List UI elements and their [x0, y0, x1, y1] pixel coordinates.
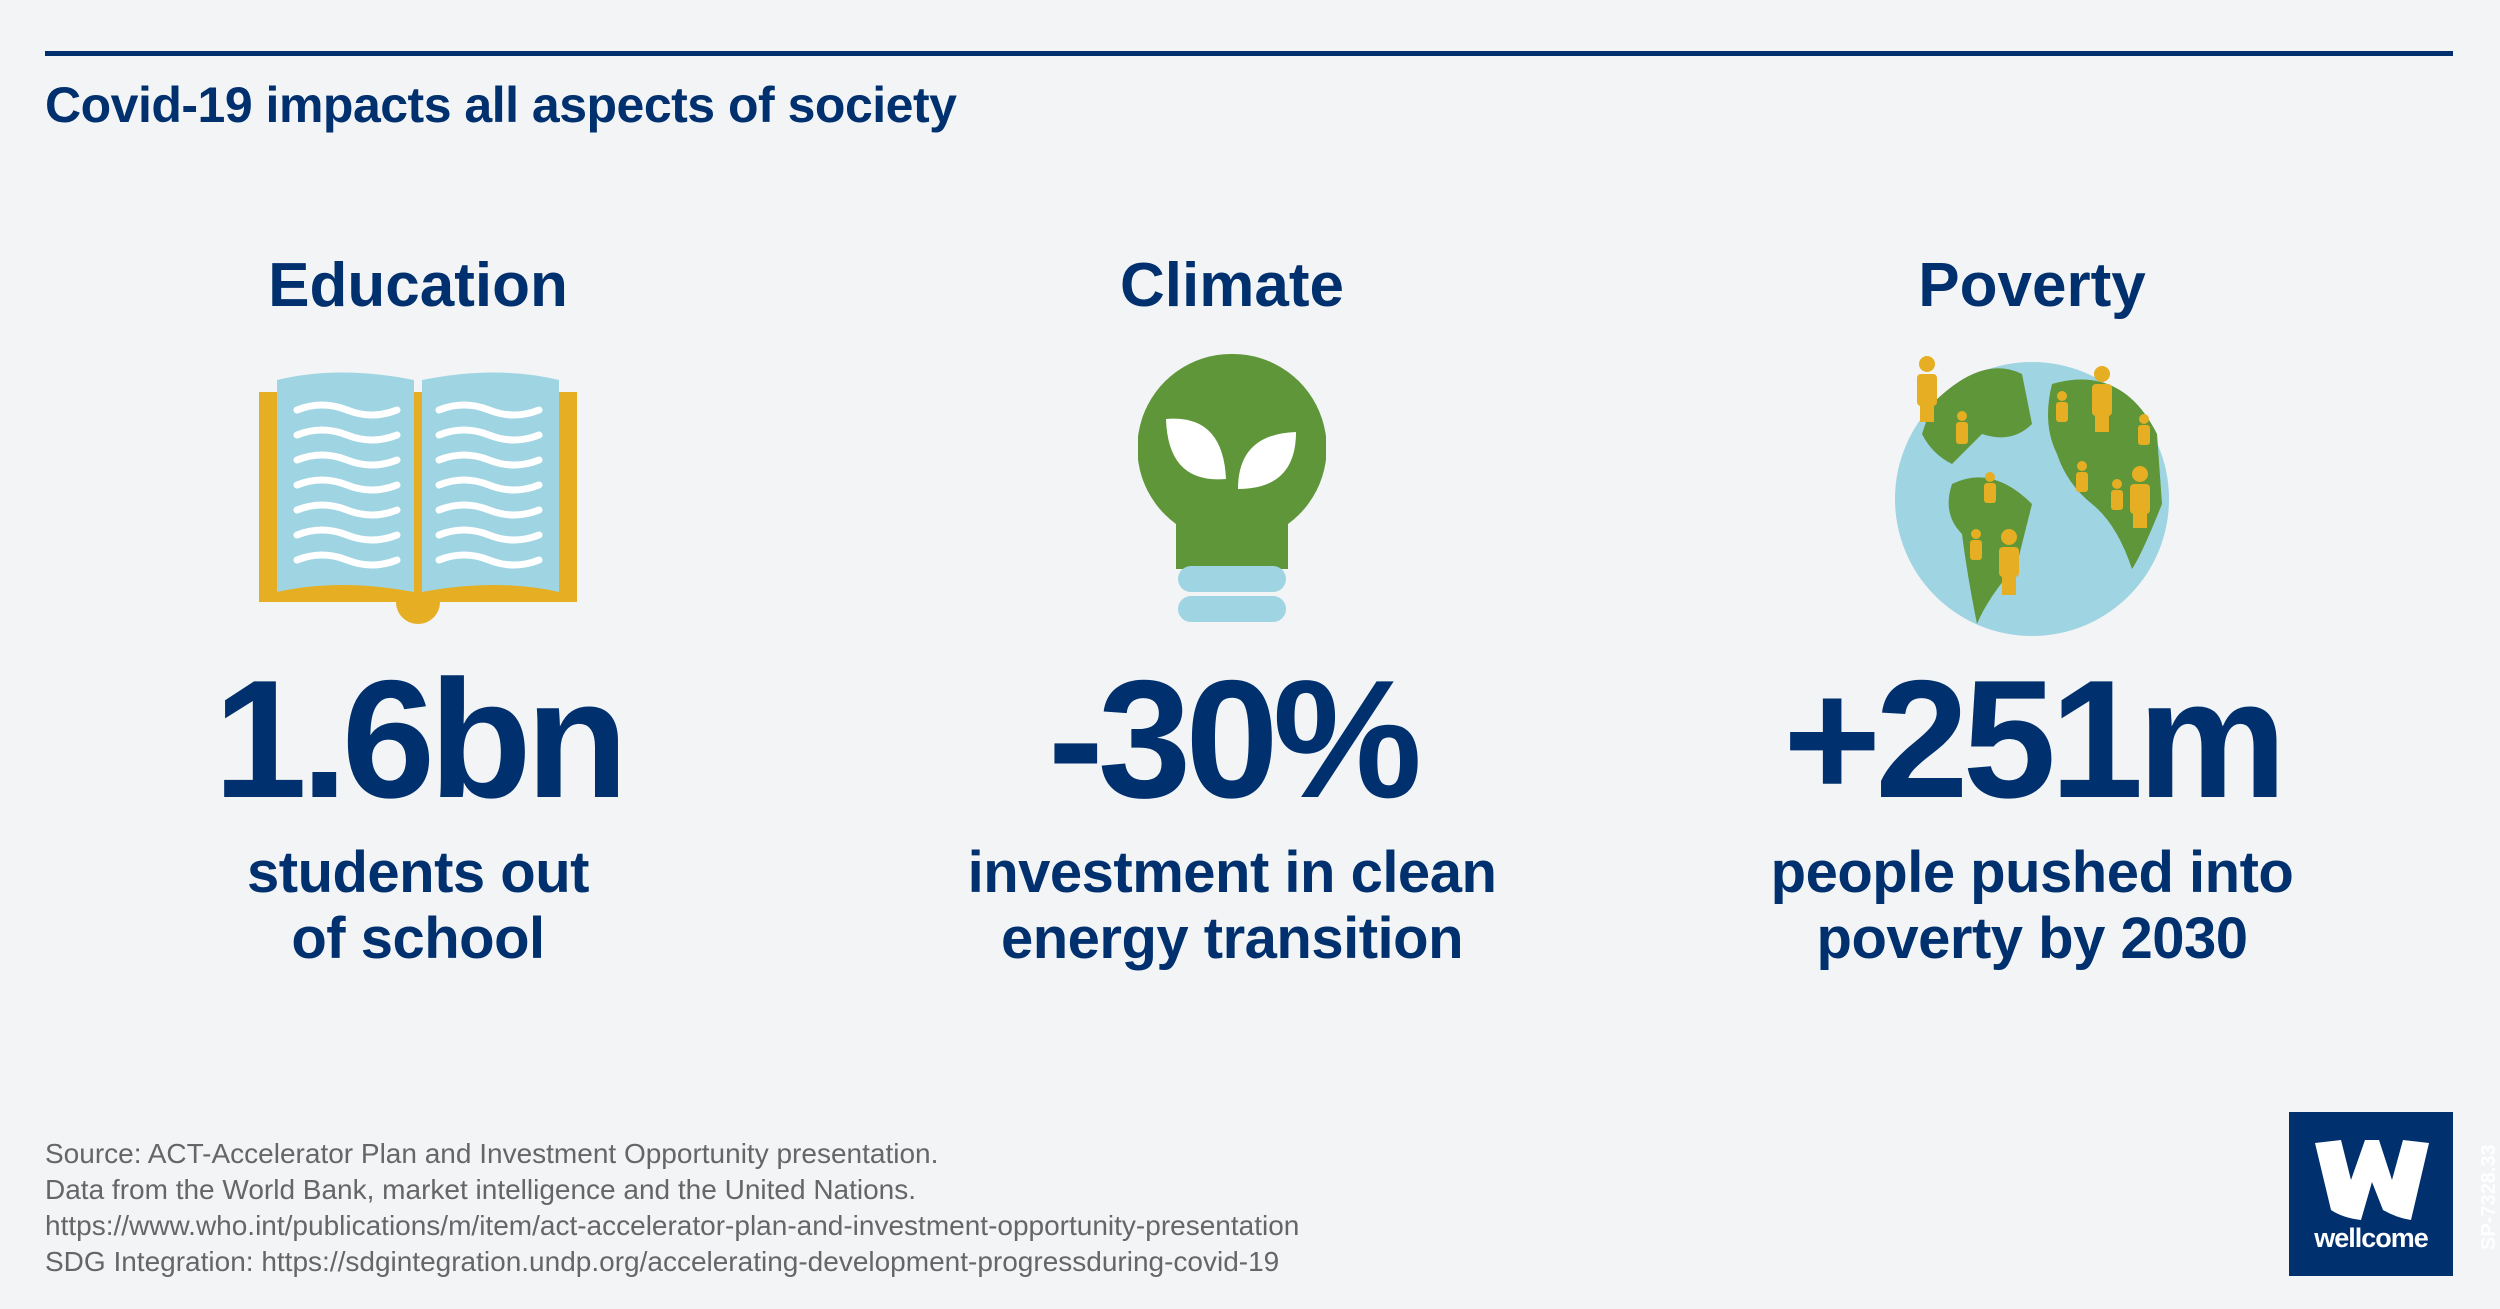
logo-word: wellcome — [2314, 1223, 2429, 1253]
stat-figure: -30% — [1047, 645, 1422, 833]
desc-line: students out — [247, 840, 589, 905]
stat-figure: 1.6bn — [213, 645, 629, 833]
source-link[interactable]: SDG Integration: https://sdgintegration.… — [45, 1246, 1280, 1277]
source-footer: Source: ACT-Accelerator Plan and Investm… — [45, 1136, 1299, 1280]
stat-description: investment in clean energy transition — [882, 840, 1582, 972]
source-line: Data from the World Bank, market intelli… — [45, 1174, 917, 1205]
stat-description: people pushed into poverty by 2030 — [1682, 840, 2382, 972]
w-logo-mark — [2315, 1140, 2429, 1220]
desc-line: energy transition — [1000, 906, 1464, 971]
column-heading: Poverty — [1918, 251, 2146, 320]
desc-line: people pushed into — [1770, 840, 2294, 905]
wellcome-logo: wellcome — [2289, 1112, 2453, 1276]
desc-line: investment in clean — [967, 840, 1497, 905]
desc-line: of school — [291, 906, 545, 971]
source-line: Source: ACT-Accelerator Plan and Investm… — [45, 1138, 939, 1169]
stat-figure: +251m — [1783, 645, 2287, 833]
page-title: Covid-19 impacts all aspects of society — [45, 77, 957, 133]
stat-description: students out of school — [68, 840, 768, 972]
reference-code: SP-7328.33 — [2478, 1144, 2500, 1250]
desc-line: poverty by 2030 — [1816, 906, 2248, 971]
column-heading: Climate — [1120, 251, 1344, 320]
source-link[interactable]: https://www.who.int/publications/m/item/… — [45, 1210, 1300, 1241]
top-rule — [45, 51, 2453, 56]
open-book-icon — [259, 372, 577, 624]
column-heading: Education — [268, 251, 568, 320]
globe-people-icon — [1895, 356, 2169, 636]
lightbulb-leaf-icon — [1138, 354, 1326, 622]
